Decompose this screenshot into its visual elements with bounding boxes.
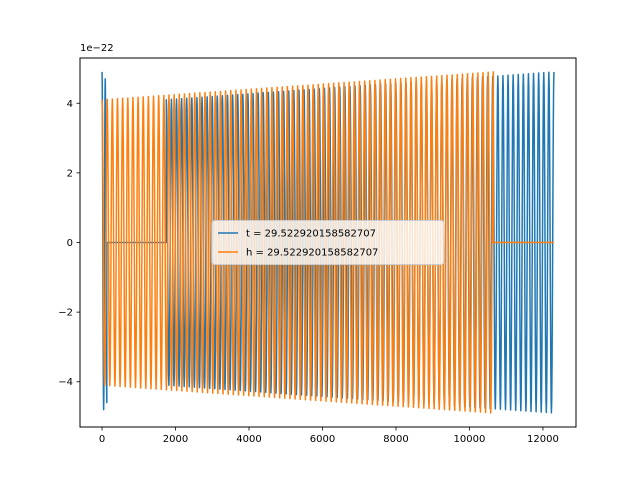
legend-label-0: t = 29.522920158582707 bbox=[246, 229, 376, 240]
x-tick-label: 10000 bbox=[454, 434, 486, 445]
legend-frame bbox=[211, 220, 445, 265]
x-tick-label: 0 bbox=[99, 434, 105, 445]
y-axis: −4 −2 0 2 4 bbox=[58, 99, 80, 388]
y-tick-label: 2 bbox=[67, 168, 73, 179]
x-axis: 0 2000 4000 6000 8000 10000 12000 bbox=[99, 427, 559, 445]
x-tick-label: 2000 bbox=[163, 434, 188, 445]
x-tick-label: 8000 bbox=[383, 434, 408, 445]
y-tick-label: −4 bbox=[58, 377, 73, 388]
y-tick-label: 4 bbox=[67, 99, 73, 110]
y-tick-label: −2 bbox=[58, 308, 73, 319]
y-offset-label: 1e−22 bbox=[80, 43, 114, 54]
legend: t = 29.522920158582707 h = 29.52292015858… bbox=[211, 220, 445, 265]
legend-label-1: h = 29.522920158582707 bbox=[246, 248, 378, 259]
series-line-1 bbox=[101, 71, 554, 414]
x-tick-label: 4000 bbox=[236, 434, 261, 445]
y-tick-label: 0 bbox=[67, 238, 73, 249]
x-tick-label: 6000 bbox=[310, 434, 335, 445]
x-tick-label: 12000 bbox=[527, 434, 559, 445]
